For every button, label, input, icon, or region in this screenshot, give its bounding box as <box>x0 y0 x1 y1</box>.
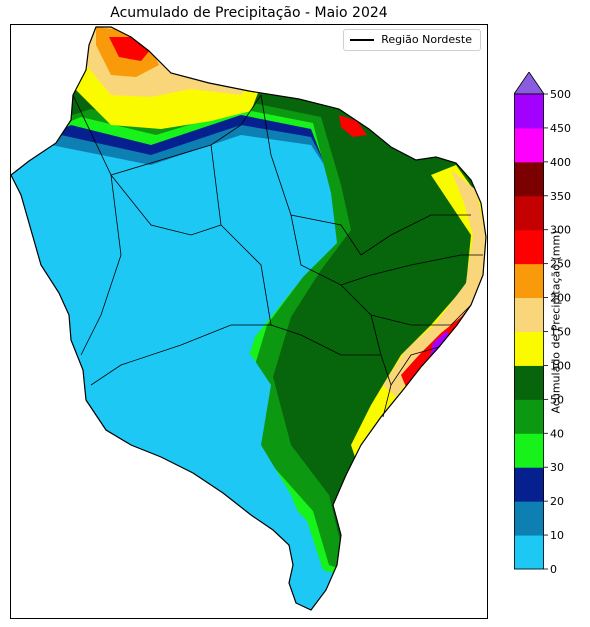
colorbar-tick-label: 150 <box>550 326 571 339</box>
legend-line-swatch <box>350 38 375 41</box>
colorbar-bin-20-30 <box>514 467 544 502</box>
colorbar-tick-label: 20 <box>550 495 564 508</box>
colorbar-bin-300-350 <box>514 195 544 231</box>
colorbar-bin-350-400 <box>514 161 544 197</box>
map-title: Acumulado de Precipitação - Maio 2024 <box>110 5 388 21</box>
colorbar-bin-30-40 <box>514 433 544 468</box>
colorbar-tick-label: 50 <box>550 393 564 406</box>
colorbar-bin-40-50 <box>514 399 544 434</box>
colorbar-tick-label: 450 <box>550 122 571 135</box>
colorbar-tick-label: 100 <box>550 359 571 372</box>
colorbar-tick-label: 500 <box>550 88 571 101</box>
colorbar-tick-label: 250 <box>550 258 571 271</box>
colorbar-bin-150-200 <box>514 297 544 332</box>
state-boundaries <box>72 94 483 418</box>
colorbar-tick-label: 40 <box>550 427 564 440</box>
colorbar-bin-10-20 <box>514 501 544 536</box>
colorbar-label: Acumulado de Precipitação (mm) <box>549 230 563 414</box>
colorbar-ticks: 0 10 20 30 40 50 100 150 200 250 300 350 400 450 500 <box>544 88 571 576</box>
colorbar-bin-200-250 <box>514 263 544 299</box>
colorbar-bin-450-500 <box>514 94 544 129</box>
colorbar-tick-label: 0 <box>550 563 557 576</box>
colorbar-tick-label: 200 <box>550 292 571 305</box>
colorbar-bin-100-150 <box>514 331 544 366</box>
colorbar-outline <box>514 93 544 570</box>
colorbar <box>514 72 544 570</box>
colorbar-bin-50-100 <box>514 365 544 400</box>
precipitation-field <box>11 27 486 610</box>
map-legend: Região Nordeste <box>343 29 481 51</box>
colorbar-bin-0-10 <box>514 535 544 570</box>
colorbar-bin-400-450 <box>514 127 544 163</box>
colorbar-tick-label: 300 <box>550 224 571 237</box>
colorbar-extend-arrow <box>514 72 544 95</box>
precipitation-map <box>11 26 487 611</box>
colorbar-tick-label: 400 <box>550 156 571 169</box>
legend-label: Região Nordeste <box>381 33 472 46</box>
colorbar-bin-250-300 <box>514 229 544 265</box>
map-frame: Região Nordeste <box>10 24 488 619</box>
colorbar-tick-label: 10 <box>550 529 564 542</box>
colorbar-tick-label: 30 <box>550 461 564 474</box>
colorbar-tick-label: 350 <box>550 190 571 203</box>
